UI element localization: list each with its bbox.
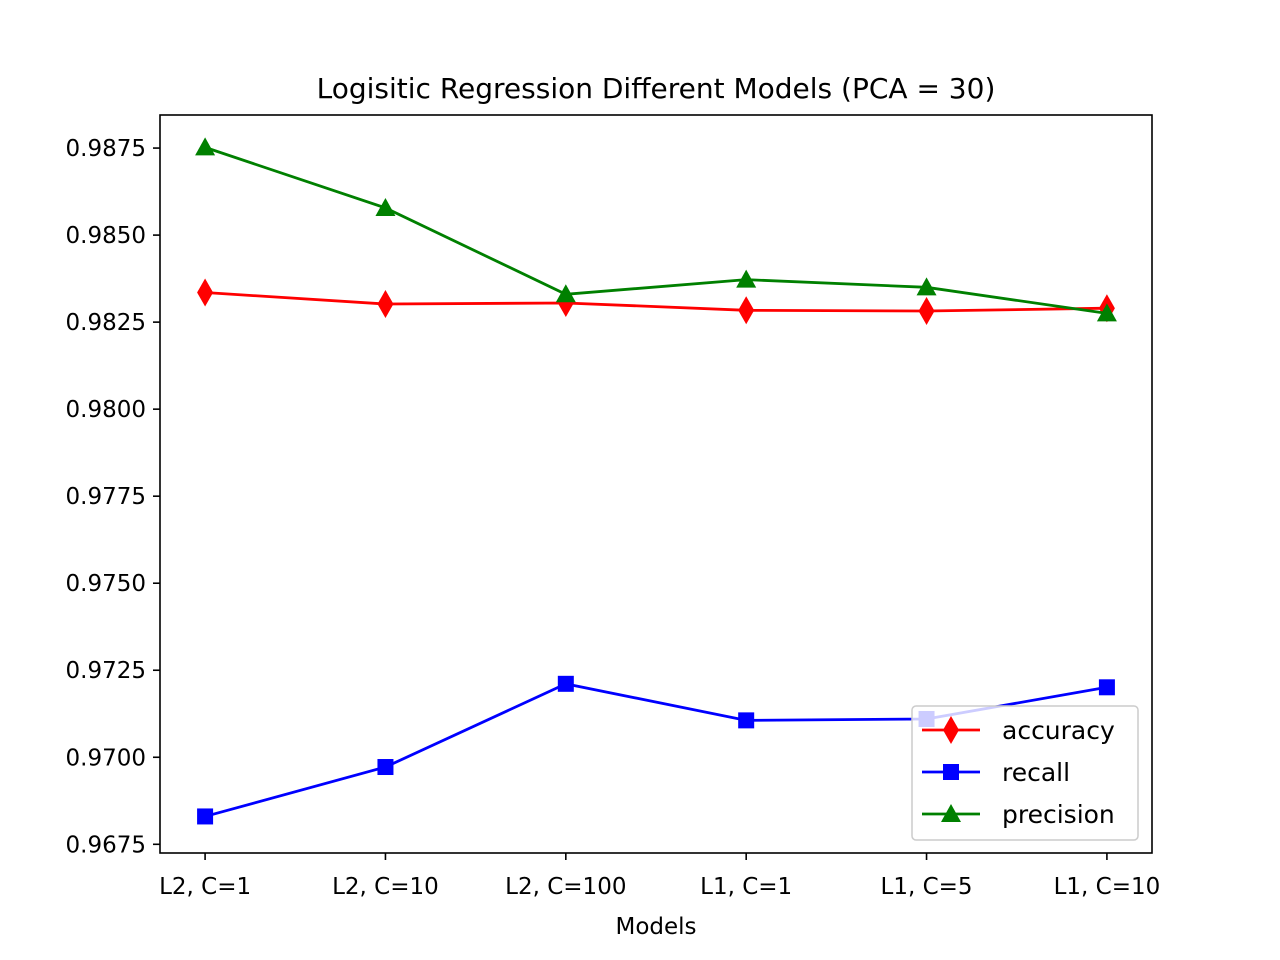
axes-frame bbox=[159, 114, 1153, 854]
y-tick-label: 0.9750 bbox=[66, 571, 146, 597]
precision-point bbox=[916, 277, 937, 296]
precision-point bbox=[736, 269, 757, 288]
y-tick-label: 0.9675 bbox=[66, 832, 146, 858]
x-tick-label: L1, C=1 bbox=[700, 874, 792, 900]
y-tick-label: 0.9700 bbox=[66, 745, 146, 771]
recall-point bbox=[557, 675, 574, 692]
chart-title: Logisitic Regression Different Models (P… bbox=[317, 72, 996, 105]
x-tick-label: L2, C=1 bbox=[159, 874, 251, 900]
legend-marker-precision bbox=[941, 804, 961, 822]
y-tick-label: 0.9775 bbox=[66, 484, 146, 510]
recall-point bbox=[377, 759, 394, 776]
x-tick-label: L1, C=5 bbox=[881, 874, 973, 900]
plot-area: 0.9675 0.9700 0.9725 0.9750 0.9775 0.9800 0.98… bbox=[66, 114, 1161, 900]
accuracy-point bbox=[377, 290, 394, 319]
legend-marker-accuracy bbox=[943, 716, 959, 744]
x-axis-label: Models bbox=[615, 914, 696, 940]
precision-point bbox=[375, 197, 396, 216]
x-tick-label: L2, C=100 bbox=[505, 874, 626, 900]
y-tick-label: 0.9850 bbox=[66, 223, 146, 249]
recall-point bbox=[197, 808, 214, 825]
y-tick-label: 0.9725 bbox=[66, 658, 146, 684]
precision-point bbox=[195, 137, 216, 156]
legend: accuracy recall precision bbox=[911, 705, 1139, 841]
accuracy-point bbox=[197, 278, 214, 307]
legend-marker-recall bbox=[943, 764, 959, 780]
x-tick-label: L2, C=10 bbox=[332, 874, 439, 900]
recall-point bbox=[738, 712, 755, 729]
y-tick-label: 0.9825 bbox=[66, 310, 146, 336]
series-line-accuracy bbox=[205, 291, 1107, 313]
legend-box bbox=[911, 705, 1139, 841]
precision-point bbox=[1096, 303, 1117, 322]
legend-label-recall: recall bbox=[1002, 758, 1070, 787]
legend-label-precision: precision bbox=[1002, 800, 1115, 829]
series-line-precision bbox=[204, 146, 1108, 315]
precision-point bbox=[555, 284, 576, 303]
accuracy-point bbox=[918, 296, 935, 325]
accuracy-point bbox=[738, 296, 755, 325]
legend-label-accuracy: accuracy bbox=[1002, 716, 1115, 745]
x-tick-label: L1, C=10 bbox=[1054, 874, 1161, 900]
y-tick-label: 0.9800 bbox=[66, 397, 146, 423]
y-tick-label: 0.9875 bbox=[66, 136, 146, 162]
recall-point bbox=[1098, 679, 1115, 696]
